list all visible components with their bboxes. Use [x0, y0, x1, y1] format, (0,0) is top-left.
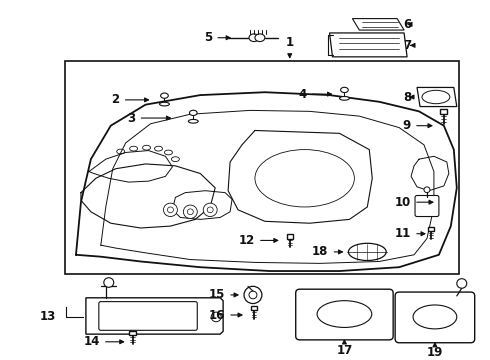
- Bar: [251, 306, 257, 310]
- Circle shape: [104, 278, 114, 287]
- Text: 14: 14: [83, 335, 100, 348]
- Circle shape: [211, 312, 221, 322]
- Ellipse shape: [161, 93, 168, 98]
- Bar: [129, 330, 136, 335]
- Ellipse shape: [190, 110, 197, 116]
- Text: 17: 17: [336, 344, 353, 357]
- Circle shape: [187, 209, 193, 215]
- Text: 19: 19: [427, 346, 443, 359]
- Ellipse shape: [422, 90, 450, 104]
- Polygon shape: [417, 87, 457, 107]
- Text: 12: 12: [239, 234, 255, 247]
- Text: 18: 18: [312, 246, 328, 258]
- FancyBboxPatch shape: [99, 302, 197, 330]
- FancyBboxPatch shape: [395, 292, 475, 343]
- Text: 10: 10: [395, 196, 411, 209]
- FancyBboxPatch shape: [415, 195, 439, 216]
- Circle shape: [183, 205, 197, 219]
- Polygon shape: [329, 33, 407, 57]
- Text: 8: 8: [403, 90, 411, 104]
- Circle shape: [249, 291, 257, 299]
- Ellipse shape: [317, 301, 372, 328]
- Polygon shape: [86, 298, 223, 334]
- Circle shape: [164, 203, 177, 216]
- Text: 2: 2: [112, 93, 120, 106]
- Text: 3: 3: [127, 112, 136, 125]
- Circle shape: [168, 207, 173, 213]
- Bar: [287, 234, 293, 239]
- Text: 6: 6: [403, 18, 411, 31]
- Polygon shape: [352, 19, 404, 30]
- Bar: [441, 109, 447, 114]
- Ellipse shape: [255, 34, 265, 41]
- Ellipse shape: [188, 120, 198, 123]
- Ellipse shape: [340, 96, 349, 100]
- Circle shape: [244, 286, 262, 303]
- Circle shape: [457, 279, 467, 288]
- Ellipse shape: [424, 187, 430, 193]
- Text: 15: 15: [209, 288, 225, 301]
- Text: 9: 9: [403, 119, 411, 132]
- Ellipse shape: [348, 243, 386, 261]
- Text: 1: 1: [286, 36, 294, 49]
- Bar: [428, 226, 434, 231]
- Circle shape: [207, 207, 213, 213]
- Ellipse shape: [160, 102, 170, 106]
- Ellipse shape: [249, 34, 259, 41]
- Bar: [65, 61, 459, 274]
- Ellipse shape: [413, 305, 457, 329]
- FancyBboxPatch shape: [295, 289, 393, 340]
- Circle shape: [203, 203, 217, 216]
- Text: 13: 13: [40, 310, 56, 323]
- Text: 4: 4: [298, 87, 307, 101]
- Text: 7: 7: [403, 39, 411, 52]
- Text: 16: 16: [209, 309, 225, 321]
- Text: 11: 11: [395, 227, 411, 240]
- Ellipse shape: [341, 87, 348, 93]
- Text: 5: 5: [204, 31, 212, 44]
